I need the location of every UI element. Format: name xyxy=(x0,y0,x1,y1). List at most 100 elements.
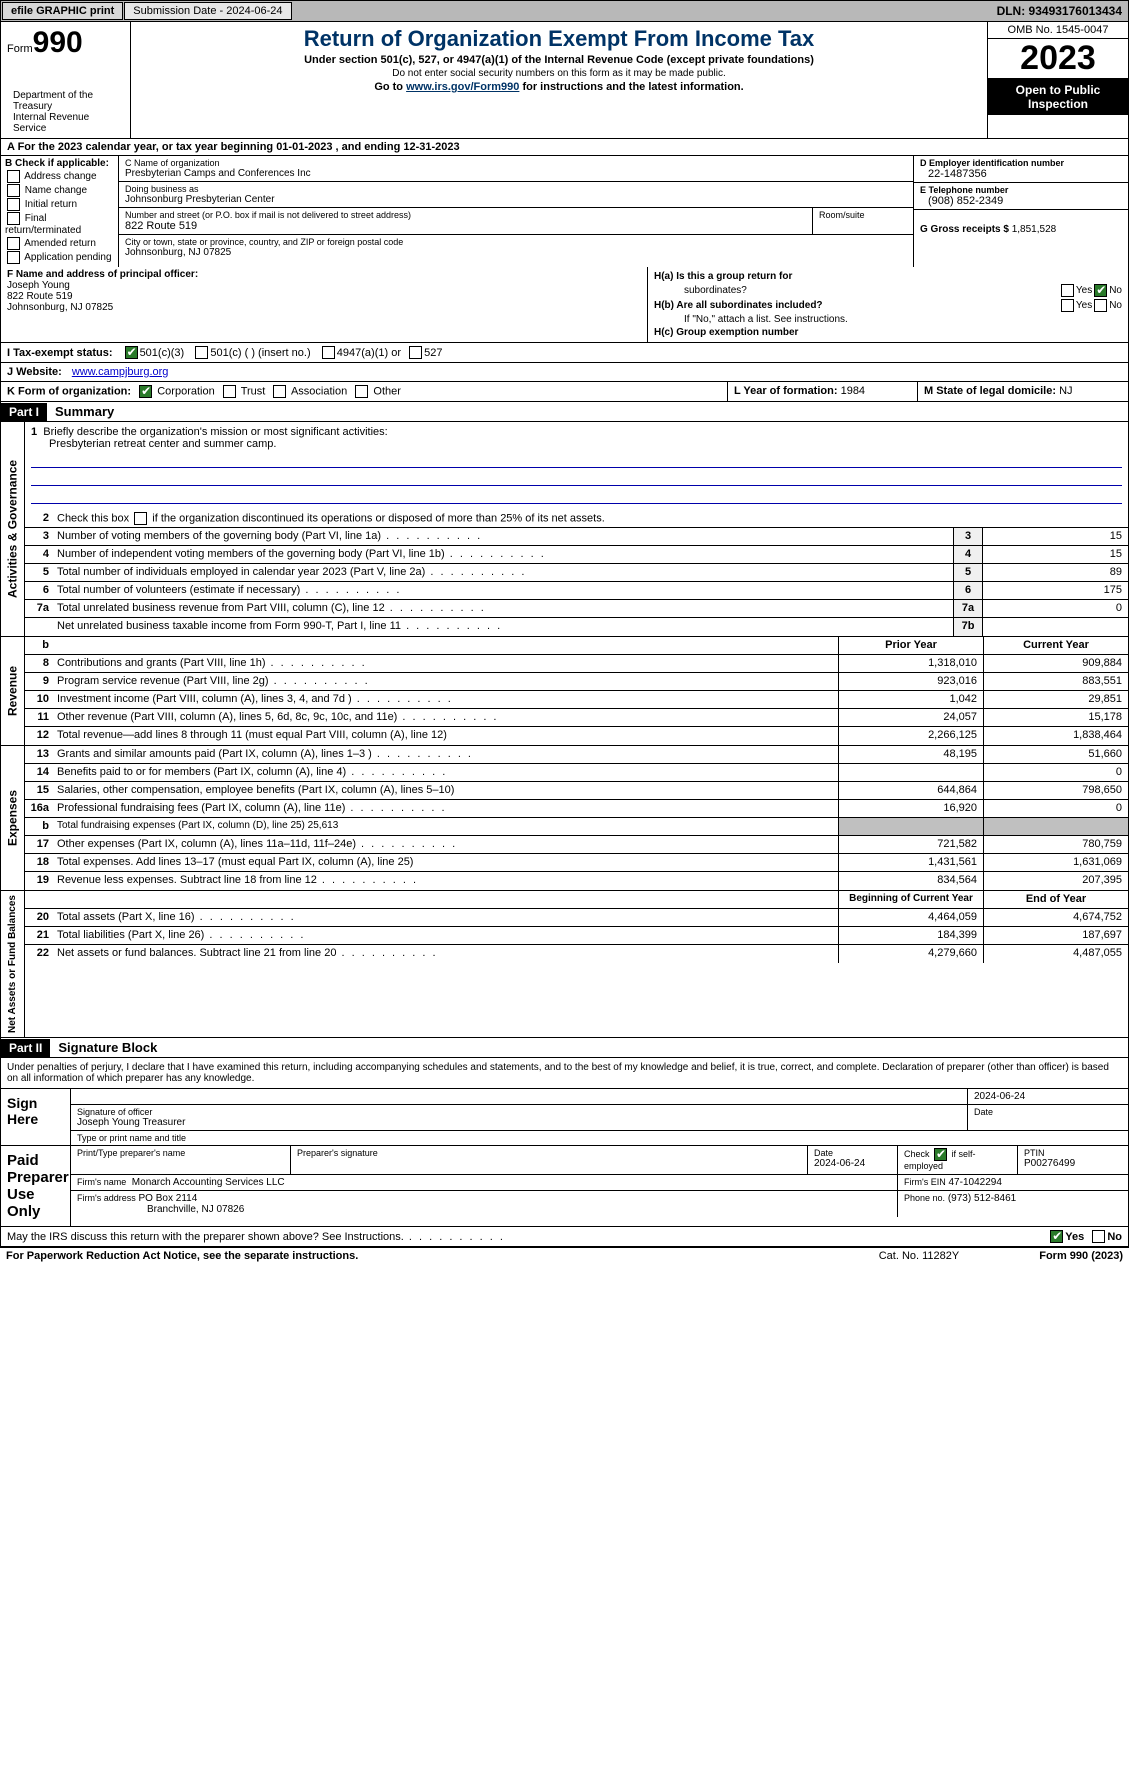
c17: 780,759 xyxy=(983,836,1128,853)
c11: 15,178 xyxy=(983,709,1128,726)
checkbox-4947[interactable] xyxy=(322,346,335,359)
row-j: J Website: www.campjburg.org xyxy=(0,363,1129,382)
part-i-header: Part I Summary xyxy=(0,402,1129,422)
form-subtitle: Under section 501(c), 527, or 4947(a)(1)… xyxy=(139,54,979,66)
checkbox-name-change[interactable] xyxy=(7,184,20,197)
p11: 24,057 xyxy=(838,709,983,726)
form-number: 990 xyxy=(33,26,83,59)
val-6: 175 xyxy=(983,582,1128,599)
val-5: 89 xyxy=(983,564,1128,581)
p13: 48,195 xyxy=(838,746,983,763)
checkbox-assoc[interactable] xyxy=(273,385,286,398)
firm-phone: (973) 512-8461 xyxy=(948,1193,1016,1204)
governance-label: Activities & Governance xyxy=(1,422,25,636)
officer-name: Joseph Young xyxy=(7,280,641,291)
perjury-declaration: Under penalties of perjury, I declare th… xyxy=(0,1058,1129,1089)
checkbox-trust[interactable] xyxy=(223,385,236,398)
box-c: C Name of organizationPresbyterian Camps… xyxy=(119,156,913,267)
checkbox-501c[interactable] xyxy=(195,346,208,359)
boxes-b-through-g: B Check if applicable: Address change Na… xyxy=(0,156,1129,267)
box-h: H(a) Is this a group return for subordin… xyxy=(648,267,1128,342)
sign-here-block: Sign Here 2024-06-24 Signature of office… xyxy=(0,1089,1129,1146)
p18: 1,431,561 xyxy=(838,854,983,871)
c12: 1,838,464 xyxy=(983,727,1128,745)
checkbox-amended[interactable] xyxy=(7,237,20,250)
expenses-section: Expenses 13Grants and similar amounts pa… xyxy=(0,746,1129,891)
c19: 207,395 xyxy=(983,872,1128,890)
row-k-l-m: K Form of organization: Corporation Trus… xyxy=(0,382,1129,402)
checkbox-hb-no[interactable] xyxy=(1094,299,1107,312)
efile-print-button[interactable]: efile GRAPHIC print xyxy=(2,2,123,20)
checkbox-initial-return[interactable] xyxy=(7,198,20,211)
boxes-d-e-g: D Employer identification number22-14873… xyxy=(913,156,1128,267)
row-i: I Tax-exempt status: 501(c)(3) 501(c) ( … xyxy=(0,343,1129,363)
expenses-label: Expenses xyxy=(1,746,25,890)
checkbox-ha-no[interactable] xyxy=(1094,284,1107,297)
form-label: Form xyxy=(7,43,33,55)
officer-addr: 822 Route 519 xyxy=(7,291,641,302)
prep-date: 2024-06-24 xyxy=(814,1158,891,1169)
page-footer: For Paperwork Reduction Act Notice, see … xyxy=(0,1247,1129,1264)
p15: 644,864 xyxy=(838,782,983,799)
irs-link[interactable]: www.irs.gov/Form990 xyxy=(406,81,519,93)
c22: 4,487,055 xyxy=(983,945,1128,963)
officer-city: Johnsonburg, NJ 07825 xyxy=(7,302,641,313)
net-assets-section: Net Assets or Fund Balances Beginning of… xyxy=(0,891,1129,1038)
dept-treasury: Department of the Treasury xyxy=(7,90,124,112)
firm-ein: 47-1042294 xyxy=(949,1177,1002,1188)
val-4: 15 xyxy=(983,546,1128,563)
public-inspection: Open to Public Inspection xyxy=(988,79,1128,115)
checkbox-corp[interactable] xyxy=(139,385,152,398)
dln: DLN: 93493176013434 xyxy=(997,4,1128,18)
city-state-zip: Johnsonburg, NJ 07825 xyxy=(125,247,907,258)
ssn-note: Do not enter social security numbers on … xyxy=(139,68,979,79)
checkbox-hb-yes[interactable] xyxy=(1061,299,1074,312)
form-header: Form990 Department of the Treasury Inter… xyxy=(0,22,1129,139)
checkbox-discuss-yes[interactable] xyxy=(1050,1230,1063,1243)
val-7b xyxy=(983,618,1128,636)
room-suite-label: Room/suite xyxy=(813,208,913,234)
tax-year: 2023 xyxy=(988,39,1128,79)
box-b: B Check if applicable: Address change Na… xyxy=(1,156,119,267)
governance-section: Activities & Governance 1 Briefly descri… xyxy=(0,422,1129,637)
c21: 187,697 xyxy=(983,927,1128,944)
checkbox-527[interactable] xyxy=(409,346,422,359)
val-7a: 0 xyxy=(983,600,1128,617)
p17: 721,582 xyxy=(838,836,983,853)
year-formation: 1984 xyxy=(841,385,865,397)
firm-addr: PO Box 2114 xyxy=(139,1193,198,1204)
val-3: 15 xyxy=(983,528,1128,545)
website-link[interactable]: www.campjburg.org xyxy=(72,366,169,378)
box-f: F Name and address of principal officer:… xyxy=(1,267,648,342)
p21: 184,399 xyxy=(838,927,983,944)
c16a: 0 xyxy=(983,800,1128,817)
irs-discuss-row: May the IRS discuss this return with the… xyxy=(0,1227,1129,1247)
ptin: P00276499 xyxy=(1024,1158,1122,1169)
checkbox-app-pending[interactable] xyxy=(7,251,20,264)
c13: 51,660 xyxy=(983,746,1128,763)
p10: 1,042 xyxy=(838,691,983,708)
net-assets-label: Net Assets or Fund Balances xyxy=(1,891,25,1037)
c9: 883,551 xyxy=(983,673,1128,690)
c14: 0 xyxy=(983,764,1128,781)
p22: 4,279,660 xyxy=(838,945,983,963)
top-bar: efile GRAPHIC print Submission Date - 20… xyxy=(0,0,1129,22)
checkbox-final-return[interactable] xyxy=(7,212,20,225)
checkbox-discuss-no[interactable] xyxy=(1092,1230,1105,1243)
c18: 1,631,069 xyxy=(983,854,1128,871)
checkbox-self-employed[interactable] xyxy=(934,1148,947,1161)
p19: 834,564 xyxy=(838,872,983,890)
c20: 4,674,752 xyxy=(983,909,1128,926)
checkbox-discontinued[interactable] xyxy=(134,512,147,525)
firm-name: Monarch Accounting Services LLC xyxy=(132,1177,285,1188)
p9: 923,016 xyxy=(838,673,983,690)
telephone: (908) 852-2349 xyxy=(920,195,1122,207)
c10: 29,851 xyxy=(983,691,1128,708)
checkbox-501c3[interactable] xyxy=(125,346,138,359)
checkbox-ha-yes[interactable] xyxy=(1061,284,1074,297)
p14 xyxy=(838,764,983,781)
c8: 909,884 xyxy=(983,655,1128,672)
checkbox-other[interactable] xyxy=(355,385,368,398)
revenue-section: Revenue bPrior YearCurrent Year 8Contrib… xyxy=(0,637,1129,746)
checkbox-address-change[interactable] xyxy=(7,170,20,183)
